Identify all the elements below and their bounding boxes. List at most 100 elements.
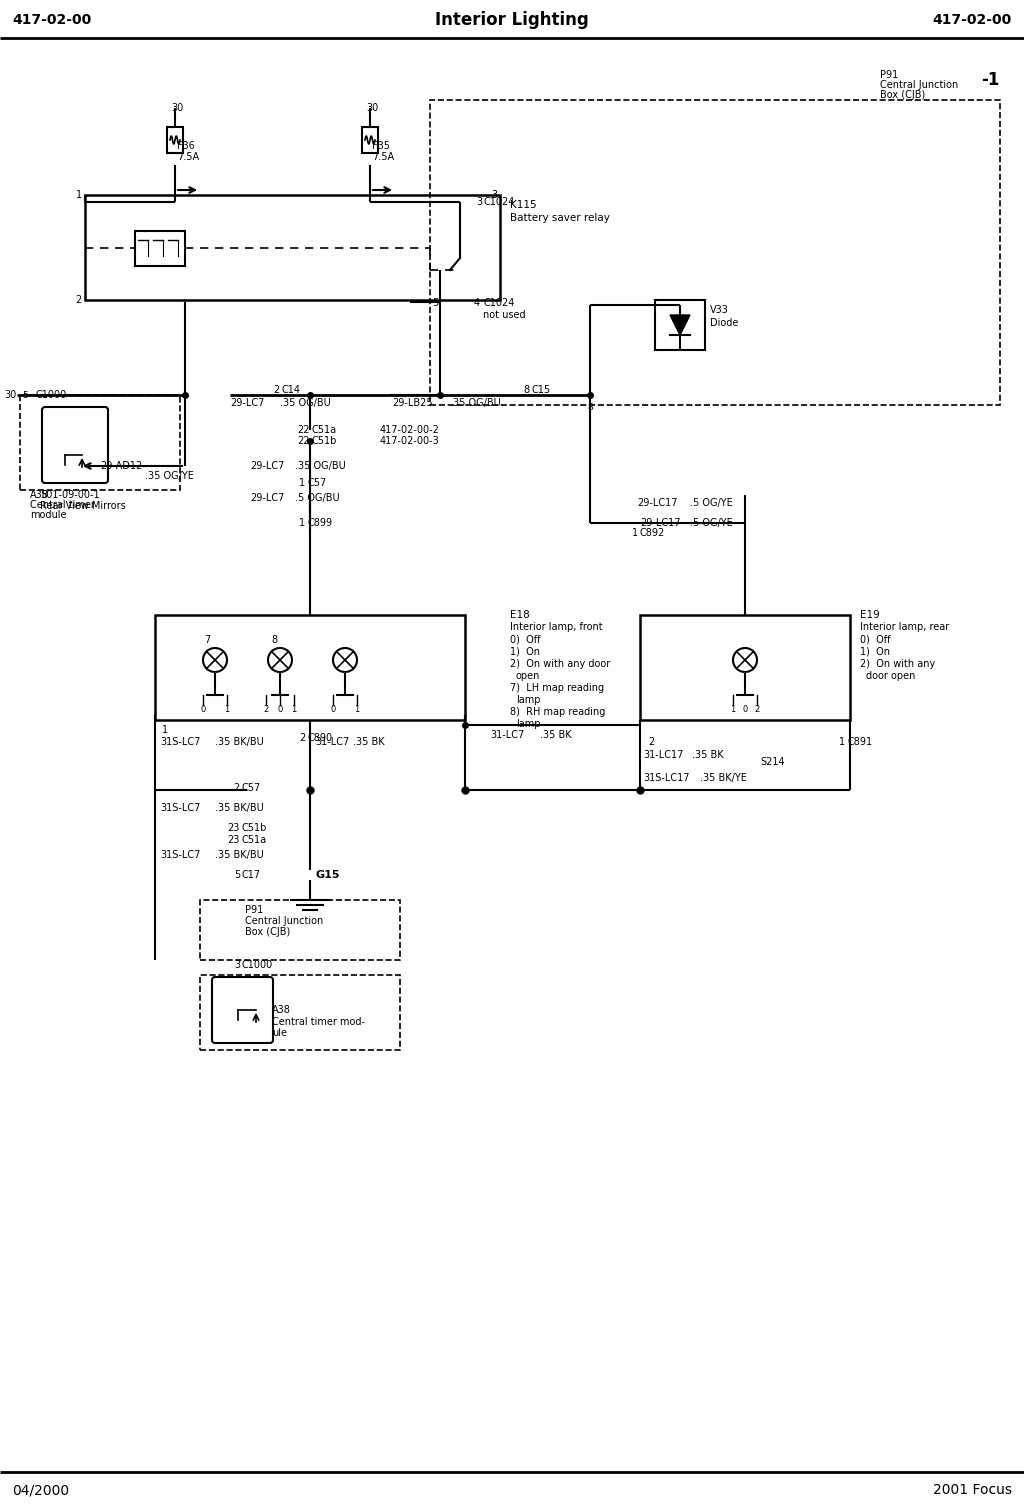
Text: Rear View Mirrors: Rear View Mirrors xyxy=(40,501,126,510)
Text: 1: 1 xyxy=(299,518,305,528)
Text: not used: not used xyxy=(483,310,525,320)
Text: 501-09-00-1: 501-09-00-1 xyxy=(40,491,99,500)
Text: C1000: C1000 xyxy=(242,960,273,969)
Text: C890: C890 xyxy=(307,732,332,743)
Text: C51b: C51b xyxy=(242,823,267,834)
Text: 8)  RH map reading: 8) RH map reading xyxy=(510,707,605,717)
Text: 29-LC17: 29-LC17 xyxy=(637,498,678,507)
Text: 1: 1 xyxy=(299,479,305,488)
Text: lamp: lamp xyxy=(516,719,541,729)
Text: .35 BK: .35 BK xyxy=(353,737,385,747)
Text: Battery saver relay: Battery saver relay xyxy=(510,213,610,223)
Text: 0: 0 xyxy=(742,705,748,714)
Text: 417-02-00: 417-02-00 xyxy=(933,14,1012,27)
Polygon shape xyxy=(670,316,690,335)
Text: F35: F35 xyxy=(372,140,390,151)
Text: 2: 2 xyxy=(273,385,280,396)
Text: 8: 8 xyxy=(271,636,278,645)
Text: C17: C17 xyxy=(242,870,261,880)
Bar xyxy=(640,615,850,720)
Text: .35 BK/BU: .35 BK/BU xyxy=(215,737,264,747)
Text: 04/2000: 04/2000 xyxy=(12,1483,70,1496)
Bar xyxy=(20,396,180,491)
Text: 1: 1 xyxy=(76,190,82,199)
Text: 0)  Off: 0) Off xyxy=(860,636,891,645)
Text: .35 OG/BU: .35 OG/BU xyxy=(280,399,331,408)
Text: 1: 1 xyxy=(839,737,845,747)
Text: 7)  LH map reading: 7) LH map reading xyxy=(510,683,604,693)
Text: 1: 1 xyxy=(224,705,229,714)
Text: Central Junction: Central Junction xyxy=(245,917,324,926)
Text: .5 OG/YE: .5 OG/YE xyxy=(690,518,733,528)
Text: 4: 4 xyxy=(474,297,480,308)
Text: F36: F36 xyxy=(177,140,195,151)
Text: 0)  Off: 0) Off xyxy=(510,636,541,645)
Bar xyxy=(200,900,400,960)
Text: 417-02-00-3: 417-02-00-3 xyxy=(380,436,439,445)
Text: G15: G15 xyxy=(315,870,340,880)
Text: A38: A38 xyxy=(272,1006,291,1015)
Text: 0: 0 xyxy=(201,705,206,714)
Text: 29-LC7: 29-LC7 xyxy=(250,492,285,503)
Text: C899: C899 xyxy=(307,518,332,528)
Text: 31S-LC7: 31S-LC7 xyxy=(160,803,201,812)
Text: door open: door open xyxy=(866,670,915,681)
Text: C15: C15 xyxy=(532,385,551,396)
Text: Box (CJB): Box (CJB) xyxy=(245,927,290,938)
Text: 30: 30 xyxy=(5,390,17,400)
Text: K115: K115 xyxy=(510,199,537,210)
Text: module: module xyxy=(30,510,67,519)
Text: 31-LC7: 31-LC7 xyxy=(315,737,349,747)
Text: 2001 Focus: 2001 Focus xyxy=(933,1483,1012,1496)
Text: 5: 5 xyxy=(233,870,240,880)
Text: C51a: C51a xyxy=(242,835,267,846)
Text: E19: E19 xyxy=(860,610,880,621)
Bar xyxy=(655,300,705,350)
Text: 7: 7 xyxy=(204,636,210,645)
Text: .5 OG/BU: .5 OG/BU xyxy=(295,492,340,503)
Text: .35 BK/YE: .35 BK/YE xyxy=(700,773,746,784)
Text: 23: 23 xyxy=(227,835,240,846)
Text: 31S-LC7: 31S-LC7 xyxy=(160,850,201,861)
Text: 31S-LC17: 31S-LC17 xyxy=(643,773,689,784)
Text: 1: 1 xyxy=(292,705,297,714)
Text: 1)  On: 1) On xyxy=(510,646,540,657)
Text: 23: 23 xyxy=(227,823,240,834)
Text: 7.5A: 7.5A xyxy=(177,153,199,162)
Text: -1: -1 xyxy=(982,71,1000,89)
Text: 7.5A: 7.5A xyxy=(372,153,394,162)
Text: 2: 2 xyxy=(233,784,240,793)
Text: Diode: Diode xyxy=(710,319,738,328)
Text: 29-LB25: 29-LB25 xyxy=(392,399,432,408)
Bar xyxy=(135,231,185,266)
Text: .5 OG/YE: .5 OG/YE xyxy=(690,498,733,507)
Text: 31-LC7: 31-LC7 xyxy=(490,729,524,740)
Text: .35 OG/BU: .35 OG/BU xyxy=(295,461,346,471)
Text: 0: 0 xyxy=(331,705,336,714)
Text: S214: S214 xyxy=(760,757,784,767)
Text: .35 OG/BU: .35 OG/BU xyxy=(450,399,501,408)
Text: C14: C14 xyxy=(282,385,301,396)
Text: 31S-LC7: 31S-LC7 xyxy=(160,737,201,747)
Text: 5: 5 xyxy=(22,391,28,400)
Text: open: open xyxy=(516,670,541,681)
Text: 417-02-00-2: 417-02-00-2 xyxy=(380,424,440,435)
Text: lamp: lamp xyxy=(516,695,541,705)
Text: 30: 30 xyxy=(366,103,378,113)
Text: C57: C57 xyxy=(307,479,327,488)
Text: C892: C892 xyxy=(640,528,666,538)
Text: P91: P91 xyxy=(245,904,263,915)
Text: C51a: C51a xyxy=(312,424,337,435)
Text: C891: C891 xyxy=(847,737,872,747)
Text: Interior Lighting: Interior Lighting xyxy=(435,11,589,29)
Text: 22: 22 xyxy=(298,436,310,445)
Text: 2: 2 xyxy=(76,294,82,305)
Text: A38: A38 xyxy=(30,491,49,500)
Text: 31-LC17: 31-LC17 xyxy=(643,750,683,760)
Text: 3: 3 xyxy=(490,190,497,199)
Text: C1024: C1024 xyxy=(483,196,514,207)
Text: 1: 1 xyxy=(632,528,638,538)
Text: Box (CJB): Box (CJB) xyxy=(880,91,926,100)
Text: 30: 30 xyxy=(171,103,183,113)
Text: 2: 2 xyxy=(755,705,760,714)
